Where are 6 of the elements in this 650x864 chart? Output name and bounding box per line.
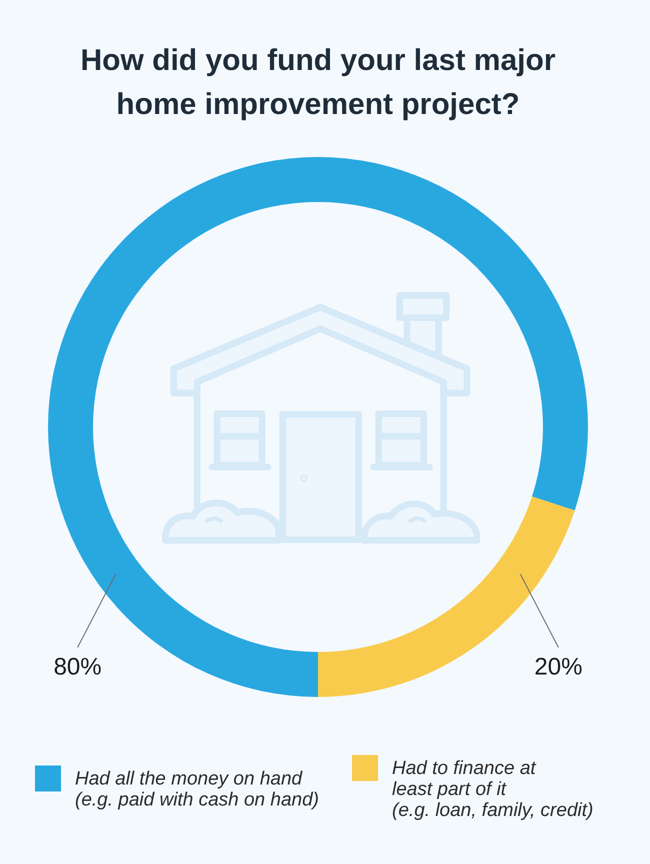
- data-label: 20%: [534, 653, 582, 680]
- legend-label: Had to finance at least part of it (e.g. loan, family, credit): [392, 758, 594, 821]
- data-label: 80%: [54, 653, 102, 680]
- legend-label: Had all the money on hand (e.g. paid with cash on hand): [75, 768, 319, 810]
- donut-slice: [48, 157, 588, 697]
- chart-title: How did you fund your last major home improvement project?: [80, 44, 556, 121]
